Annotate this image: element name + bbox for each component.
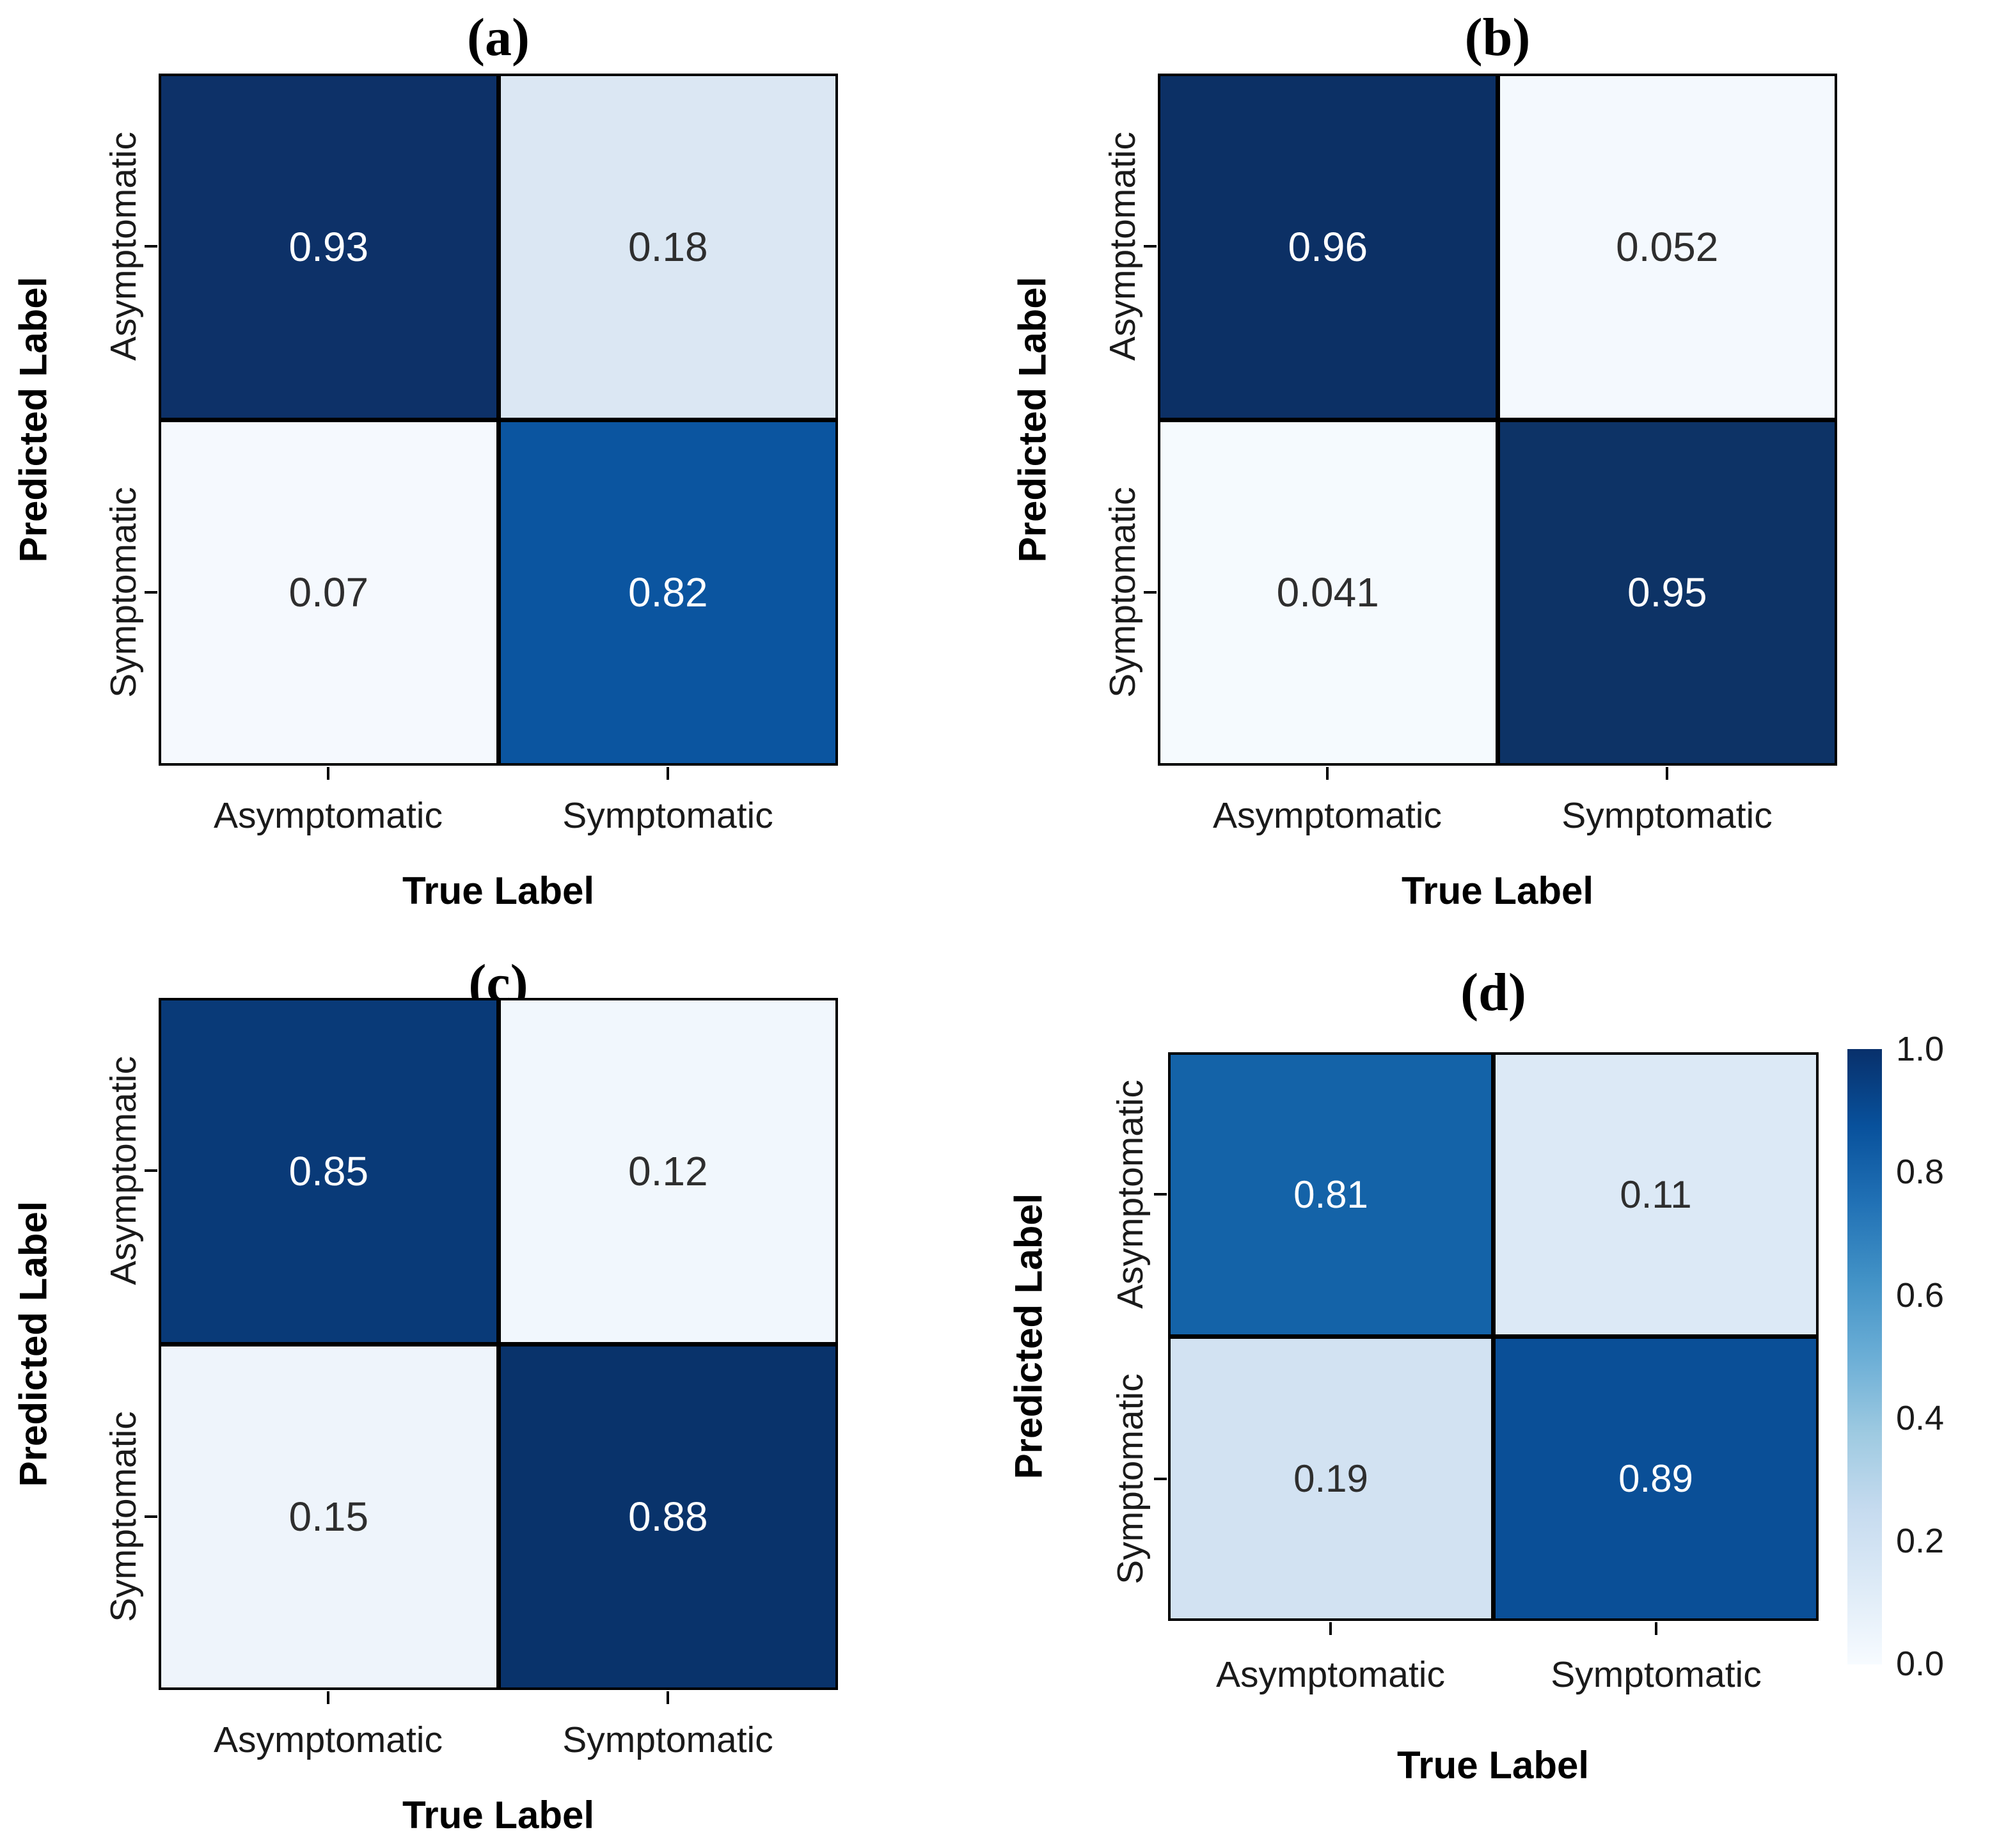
x-tick-label-asymptomatic: Asymptomatic [214,795,443,836]
panel-a: (a) Predicted Label Asymptomatic Symptom… [0,0,999,924]
y-tick-mark [145,245,157,248]
cell-pred-asymptomatic-true-symptomatic: 0.18 [500,76,835,418]
panel-b: (b) Predicted Label Asymptomatic Symptom… [999,0,1998,924]
x-tick-mark [1326,767,1329,780]
confusion-matrix-d: 0.81 0.11 0.19 0.89 [1168,1052,1819,1621]
confusion-matrix-c: 0.85 0.12 0.15 0.88 [159,998,838,1690]
colorbar [1847,1049,1882,1664]
x-tick-mark [1329,1622,1332,1635]
colorbar-tick-label: 0.6 [1896,1276,1945,1315]
panel-a-title: (a) [467,8,530,67]
cell-pred-asymptomatic-true-asymptomatic: 0.81 [1171,1055,1491,1334]
x-tick-label-asymptomatic: Asymptomatic [1216,1654,1445,1695]
cell-value: 0.041 [1276,569,1379,616]
cell-pred-asymptomatic-true-symptomatic: 0.12 [500,1000,835,1342]
cell-pred-symptomatic-true-asymptomatic: 0.041 [1160,422,1496,763]
x-tick-label-symptomatic: Symptomatic [1561,795,1773,836]
cell-pred-symptomatic-true-asymptomatic: 0.15 [161,1346,496,1687]
cell-pred-symptomatic-true-symptomatic: 0.89 [1496,1339,1816,1618]
cell-value: 0.81 [1293,1173,1368,1216]
cell-value: 0.85 [288,1148,369,1194]
panel-d-title: (d) [1460,963,1526,1022]
panel-d: (d) Predicted Label Asymptomatic Symptom… [1007,963,1945,1787]
y-tick-mark [145,1515,157,1518]
colorbar-tick-label: 0.0 [1896,1645,1945,1683]
x-axis-title: True Label [1396,1744,1590,1787]
x-tick-mark [667,1691,669,1704]
cell-pred-asymptomatic-true-asymptomatic: 0.96 [1160,76,1496,418]
y-tick-mark [1154,1193,1167,1196]
cell-pred-asymptomatic-true-asymptomatic: 0.85 [161,1000,496,1342]
x-tick-mark [1655,1622,1657,1635]
cell-pred-asymptomatic-true-symptomatic: 0.11 [1496,1055,1816,1334]
confusion-matrix-a: 0.93 0.18 0.07 0.82 [159,74,838,766]
cell-value: 0.12 [628,1148,708,1194]
panel-b-title: (b) [1464,8,1531,67]
y-tick-mark [145,1169,157,1172]
cell-value: 0.19 [1293,1457,1368,1500]
x-tick-mark [1666,767,1668,780]
x-tick-mark [327,767,329,780]
x-tick-mark [327,1691,329,1704]
x-tick-label-symptomatic: Symptomatic [562,1719,773,1760]
colorbar-tick-label: 0.4 [1896,1399,1945,1437]
cell-value: 0.96 [1288,223,1368,270]
y-tick-mark [1144,245,1157,248]
cell-pred-symptomatic-true-asymptomatic: 0.19 [1171,1339,1491,1618]
y-tick-mark [145,591,157,594]
confusion-matrix-b: 0.96 0.052 0.041 0.95 [1158,74,1837,766]
x-tick-label-asymptomatic: Asymptomatic [214,1719,443,1760]
x-tick-label-symptomatic: Symptomatic [1551,1654,1762,1695]
cell-pred-symptomatic-true-asymptomatic: 0.07 [161,422,496,763]
colorbar-tick-label: 0.2 [1896,1522,1945,1560]
cell-value: 0.82 [628,569,708,616]
x-tick-label-asymptomatic: Asymptomatic [1213,795,1442,836]
cell-pred-asymptomatic-true-symptomatic: 0.052 [1499,76,1835,418]
cell-value: 0.18 [628,223,708,270]
cell-value: 0.95 [1627,569,1707,616]
y-tick-mark [1154,1478,1167,1480]
cell-pred-symptomatic-true-symptomatic: 0.95 [1499,422,1835,763]
cell-value: 0.88 [628,1494,708,1540]
x-tick-label-symptomatic: Symptomatic [562,795,773,836]
colorbar-tick-label: 1.0 [1896,1030,1945,1068]
x-axis-title: True Label [1401,869,1594,912]
colorbar-tick-label: 0.8 [1896,1153,1945,1191]
cell-value: 0.052 [1616,223,1719,270]
y-tick-mark [1144,591,1157,594]
cell-value: 0.11 [1620,1173,1692,1216]
cell-value: 0.93 [288,223,369,270]
cell-value: 0.15 [288,1494,369,1540]
cell-pred-symptomatic-true-symptomatic: 0.82 [500,422,835,763]
x-tick-mark [667,767,669,780]
x-axis-title: True Label [402,1794,595,1836]
cell-pred-symptomatic-true-symptomatic: 0.88 [500,1346,835,1687]
cell-value: 0.89 [1618,1457,1693,1500]
cell-pred-asymptomatic-true-asymptomatic: 0.93 [161,76,496,418]
panel-c: (c) Predicted Label Asymptomatic Symptom… [0,924,999,1848]
x-axis-title: True Label [402,869,595,912]
cell-value: 0.07 [288,569,369,616]
